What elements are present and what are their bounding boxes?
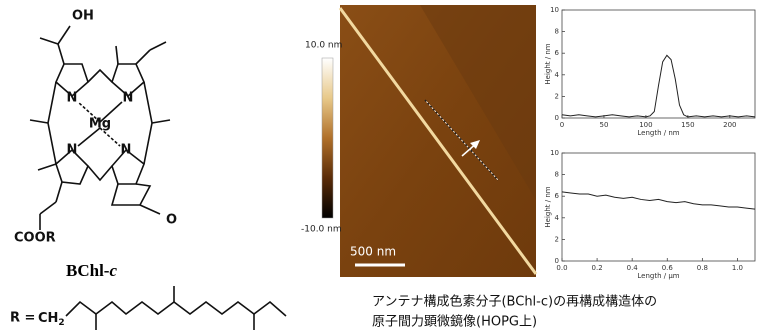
caption-line: アンテナ構成色素分子(BChl-c)の再構成構造体の [372,294,657,310]
y-tick-label: 4 [555,71,560,79]
y-tick-label: 2 [555,235,559,243]
plot-frame [562,10,755,118]
x-tick-label: 200 [723,121,736,129]
y-tick-label: 10 [550,149,559,157]
x-tick-label: 0.2 [592,264,603,272]
figure: OH N N Mg N N O COOR BChl-c R = CH2 500 … [0,0,761,334]
colorbar-max: 10.0 nm [305,41,342,51]
r-label: R = [10,311,35,326]
compound-name-suffix: c [109,261,117,280]
y-tick-label: 6 [555,49,560,57]
x-tick-label: 0.6 [662,264,674,272]
data-line [562,192,755,209]
x-tick-label: 0.8 [697,264,708,272]
caption-line: 原子間力顕微鏡像(HOPG上) [372,315,537,330]
y-axis-label: Height / nm [544,43,552,84]
atom-label: OH [72,9,94,24]
compound-name-main: BChl- [66,261,110,280]
afm-image: 500 nm 10.0 nm -10.0 nm [301,5,536,277]
r-group: CH2 [38,311,65,328]
x-tick-label: 50 [599,121,608,129]
atom-label: Mg [89,117,111,132]
x-tick-label: 0.0 [556,264,567,272]
x-tick-label: 1.0 [732,264,743,272]
atom-label: N [121,143,132,158]
atom-label: N [67,91,78,106]
y-tick-label: 4 [555,214,560,222]
data-line [562,55,755,117]
x-tick-label: 0 [560,121,564,129]
y-tick-label: 8 [555,28,559,36]
x-axis-label: Length / μm [637,272,679,280]
atom-label: N [123,91,134,106]
x-tick-label: 150 [681,121,694,129]
scale-bar-label: 500 nm [350,245,396,259]
molecule: OH N N Mg N N O COOR BChl-c R = CH2 [10,9,286,331]
compound-name: BChl-c [66,261,117,280]
y-tick-label: 2 [555,92,559,100]
atom-label: N [67,143,78,158]
x-tick-label: 0.4 [627,264,639,272]
y-tick-label: 10 [550,6,559,14]
r-group-sub: 2 [58,318,64,328]
colorbar-min: -10.0 nm [301,225,342,235]
y-tick-label: 8 [555,171,559,179]
y-axis-label: Height / nm [544,186,552,227]
y-tick-label: 6 [555,192,560,200]
atom-label: COOR [14,231,56,246]
x-axis-label: Length / nm [637,129,679,137]
y-tick-label: 0 [555,114,559,122]
x-tick-label: 100 [639,121,652,129]
r-group-main: CH [38,311,58,326]
atom-label: O [166,213,177,228]
